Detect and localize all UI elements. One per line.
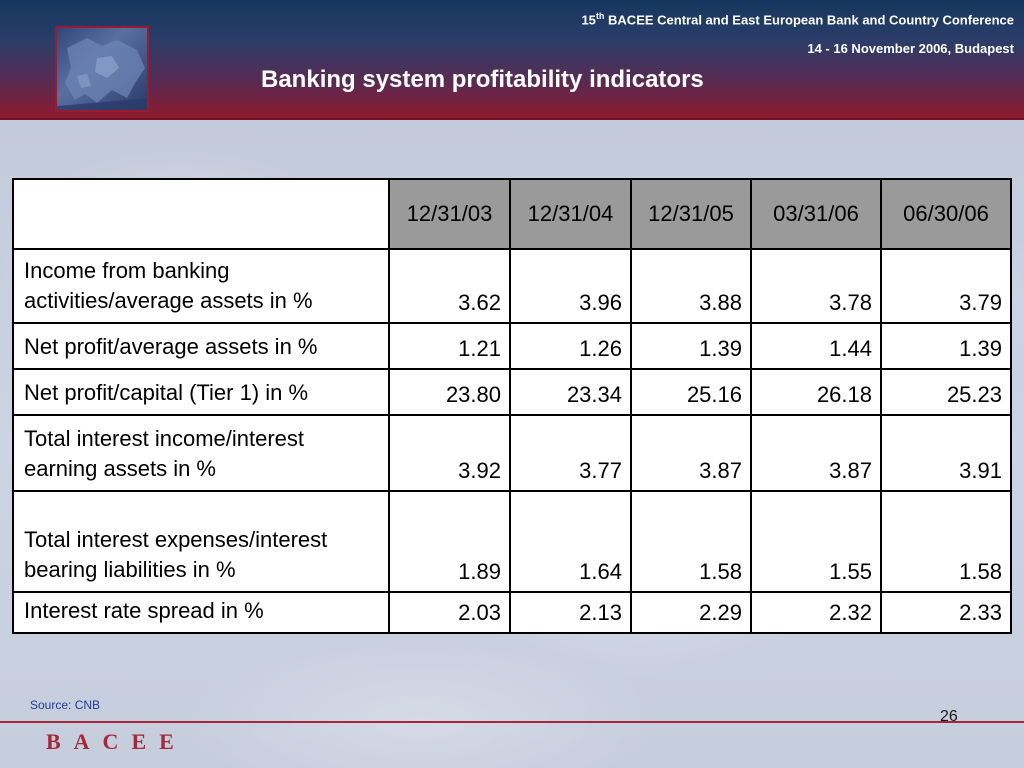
table-cell: 1.26 bbox=[509, 322, 632, 370]
table-row: Total interest expenses/interest bearing… bbox=[12, 490, 1012, 593]
table-cell: 1.58 bbox=[630, 490, 752, 593]
table-cell: 3.79 bbox=[880, 248, 1012, 324]
table-cell: 3.87 bbox=[750, 414, 882, 492]
table-cell: 3.88 bbox=[630, 248, 752, 324]
table-cell: 1.39 bbox=[880, 322, 1012, 370]
table-cell: 2.32 bbox=[750, 591, 882, 634]
table-cell: 3.87 bbox=[630, 414, 752, 492]
table-cell: 3.92 bbox=[388, 414, 511, 492]
table-cell: 2.13 bbox=[509, 591, 632, 634]
row-label: Net profit/average assets in % bbox=[12, 322, 390, 370]
table-cell: 2.03 bbox=[388, 591, 511, 634]
table-cell: 3.96 bbox=[509, 248, 632, 324]
table-row: Interest rate spread in % 2.03 2.13 2.29… bbox=[12, 591, 1012, 634]
table-cell: 1.64 bbox=[509, 490, 632, 593]
table-cell: 23.34 bbox=[509, 368, 632, 416]
table-corner-cell bbox=[12, 178, 390, 250]
table-cell: 26.18 bbox=[750, 368, 882, 416]
table-cell: 3.78 bbox=[750, 248, 882, 324]
slide-header: 15th BACEE Central and East European Ban… bbox=[0, 0, 1024, 120]
table-row: Net profit/average assets in % 1.21 1.26… bbox=[12, 322, 1012, 370]
conference-ordinal-suffix: th bbox=[595, 11, 605, 21]
table-row: Net profit/capital (Tier 1) in % 23.80 2… bbox=[12, 368, 1012, 416]
table-cell: 1.89 bbox=[388, 490, 511, 593]
table-cell: 25.16 bbox=[630, 368, 752, 416]
row-label: Total interest income/interest earning a… bbox=[12, 414, 390, 492]
table-cell: 25.23 bbox=[880, 368, 1012, 416]
row-label: Net profit/capital (Tier 1) in % bbox=[12, 368, 390, 416]
table-cell: 1.39 bbox=[630, 322, 752, 370]
table-cell: 3.62 bbox=[388, 248, 511, 324]
column-header: 12/31/04 bbox=[509, 178, 632, 250]
profitability-table: 12/31/03 12/31/04 12/31/05 03/31/06 06/3… bbox=[12, 178, 1012, 634]
table-row: Income from banking activities/average a… bbox=[12, 248, 1012, 324]
column-header: 06/30/06 bbox=[880, 178, 1012, 250]
europe-map-icon bbox=[55, 26, 149, 112]
table-cell: 1.55 bbox=[750, 490, 882, 593]
row-label: Total interest expenses/interest bearing… bbox=[12, 490, 390, 593]
row-label: Interest rate spread in % bbox=[12, 591, 390, 634]
column-header: 03/31/06 bbox=[750, 178, 882, 250]
conference-ordinal: 15 bbox=[581, 12, 596, 28]
table-cell: 3.91 bbox=[880, 414, 1012, 492]
table-row: Total interest income/interest earning a… bbox=[12, 414, 1012, 492]
table-cell: 23.80 bbox=[388, 368, 511, 416]
table-cell: 1.21 bbox=[388, 322, 511, 370]
source-note: Source: CNB bbox=[30, 698, 101, 712]
table-cell: 1.58 bbox=[880, 490, 1012, 593]
conference-title: 15th BACEE Central and East European Ban… bbox=[581, 11, 1014, 27]
conference-name: BACEE Central and East European Bank and… bbox=[604, 12, 1014, 28]
page-number: 26 bbox=[940, 708, 958, 725]
conference-date: 14 - 16 November 2006, Budapest bbox=[807, 41, 1014, 56]
table-cell: 2.33 bbox=[880, 591, 1012, 634]
table-cell: 1.44 bbox=[750, 322, 882, 370]
footer-divider bbox=[0, 721, 1024, 723]
column-header: 12/31/03 bbox=[388, 178, 511, 250]
column-header: 12/31/05 bbox=[630, 178, 752, 250]
page-title: Banking system profitability indicators bbox=[261, 66, 704, 93]
table-header-row: 12/31/03 12/31/04 12/31/05 03/31/06 06/3… bbox=[12, 178, 1012, 250]
table-cell: 2.29 bbox=[630, 591, 752, 634]
row-label: Income from banking activities/average a… bbox=[12, 248, 390, 324]
bacee-logo: BACEE bbox=[46, 729, 187, 754]
table-cell: 3.77 bbox=[509, 414, 632, 492]
